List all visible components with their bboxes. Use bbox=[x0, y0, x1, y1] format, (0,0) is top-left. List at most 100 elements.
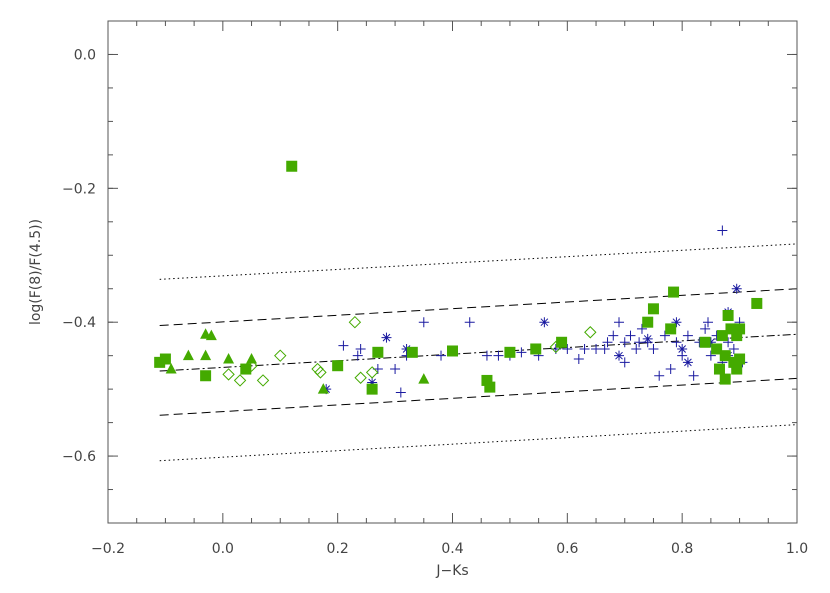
triangle-point bbox=[246, 353, 258, 364]
plus-point bbox=[636, 323, 647, 334]
dotted-line bbox=[159, 243, 798, 280]
square-point bbox=[447, 345, 458, 357]
square-point bbox=[647, 303, 659, 315]
plus-point bbox=[671, 337, 682, 348]
triangle-point bbox=[200, 349, 212, 361]
x-tick-label: 0.8 bbox=[671, 541, 693, 557]
square-point bbox=[286, 160, 298, 172]
x-tick-label: 0.0 bbox=[212, 541, 234, 557]
plus-point bbox=[619, 357, 630, 368]
square-point bbox=[725, 323, 737, 335]
plus-point bbox=[481, 350, 492, 361]
square-point bbox=[665, 323, 677, 335]
square-point bbox=[728, 356, 740, 368]
x-axis-label: J−Ks bbox=[435, 563, 468, 579]
plus-point bbox=[723, 337, 734, 348]
square-point bbox=[719, 350, 731, 362]
square-point bbox=[731, 330, 743, 342]
square-point bbox=[372, 346, 384, 358]
diamond-point bbox=[233, 374, 247, 387]
plus-point bbox=[418, 317, 429, 328]
plus-point bbox=[614, 317, 625, 328]
plus-point bbox=[631, 343, 642, 354]
dash-dot-line bbox=[159, 333, 798, 372]
y-tick-label: −0.2 bbox=[62, 181, 96, 197]
plus-point bbox=[682, 330, 693, 341]
plus-point bbox=[562, 343, 573, 354]
plus-point bbox=[579, 343, 590, 354]
asterisk-point bbox=[677, 343, 688, 354]
x-tick-label: 0.2 bbox=[327, 541, 349, 557]
y-tick-label: −0.4 bbox=[62, 315, 96, 331]
square-point bbox=[406, 346, 418, 358]
plus-point bbox=[436, 350, 447, 361]
diamond-point bbox=[274, 349, 287, 362]
plus-point bbox=[608, 330, 619, 341]
asterisk-point bbox=[705, 337, 716, 348]
triangle-point bbox=[205, 329, 217, 341]
square-point bbox=[722, 310, 734, 322]
triangle-point bbox=[182, 349, 194, 361]
asterisk-point bbox=[682, 357, 693, 368]
plus-point bbox=[728, 343, 739, 354]
triangle-point bbox=[418, 373, 430, 384]
ticks: −0.2 0.0 0.2 0.4 0.6 0.8 1.0 −0.6 −0.4 −0.2 0.0 bbox=[62, 20, 808, 557]
square-point bbox=[332, 360, 344, 372]
diamond-point bbox=[584, 326, 597, 339]
triangle-point bbox=[223, 353, 235, 364]
square-point bbox=[159, 353, 171, 365]
axes bbox=[107, 20, 798, 524]
diamond-point bbox=[348, 315, 362, 329]
y-tick-label: −0.6 bbox=[62, 449, 96, 465]
x-tick-label: 0.4 bbox=[441, 541, 463, 557]
x-tick-label: 0.6 bbox=[556, 541, 578, 557]
diamond-point bbox=[365, 366, 379, 379]
asterisk-point bbox=[671, 317, 682, 328]
square-point bbox=[530, 343, 542, 355]
diamond-point bbox=[256, 374, 270, 387]
asterisk-point bbox=[642, 333, 653, 344]
square-point bbox=[481, 374, 493, 386]
square-point bbox=[556, 336, 568, 348]
dotted-line bbox=[159, 424, 798, 462]
triangle-point bbox=[317, 383, 329, 394]
plot-frame bbox=[107, 20, 798, 524]
plus-point bbox=[395, 387, 406, 398]
square-point bbox=[716, 330, 728, 342]
data-points bbox=[154, 160, 763, 398]
plus-point bbox=[688, 370, 699, 381]
square-point bbox=[734, 353, 746, 365]
square-point bbox=[668, 286, 680, 298]
reference-lines bbox=[159, 243, 798, 462]
asterisk-point bbox=[614, 350, 625, 361]
square-point bbox=[719, 373, 731, 385]
plus-point bbox=[602, 337, 613, 348]
triangle-point bbox=[165, 363, 177, 374]
plus-point bbox=[654, 370, 665, 381]
plus-point bbox=[634, 337, 645, 348]
plus-point bbox=[352, 350, 363, 361]
diamond-point bbox=[314, 366, 327, 379]
diamond-point bbox=[354, 371, 367, 384]
dashed-line bbox=[159, 288, 798, 327]
plus-point bbox=[703, 317, 714, 328]
x-tick-label: 1.0 bbox=[786, 541, 808, 557]
plus-point bbox=[390, 364, 401, 375]
square-point bbox=[713, 363, 725, 375]
square-point bbox=[366, 383, 378, 395]
plus-point bbox=[355, 343, 366, 354]
square-point bbox=[154, 356, 166, 368]
square-point bbox=[711, 343, 723, 355]
plus-point bbox=[573, 354, 584, 365]
asterisk-point bbox=[731, 283, 742, 294]
plus-point bbox=[648, 343, 659, 354]
asterisk-point bbox=[539, 317, 550, 328]
diamond-point bbox=[311, 362, 324, 376]
dashed-line bbox=[159, 377, 798, 416]
y-tick-label: 0.0 bbox=[74, 47, 96, 63]
plus-point bbox=[665, 364, 676, 375]
y-axis-label: log(F(8)/F(4.5)) bbox=[28, 219, 44, 325]
square-point bbox=[751, 297, 763, 309]
square-point bbox=[699, 336, 711, 348]
asterisk-point bbox=[367, 377, 378, 388]
